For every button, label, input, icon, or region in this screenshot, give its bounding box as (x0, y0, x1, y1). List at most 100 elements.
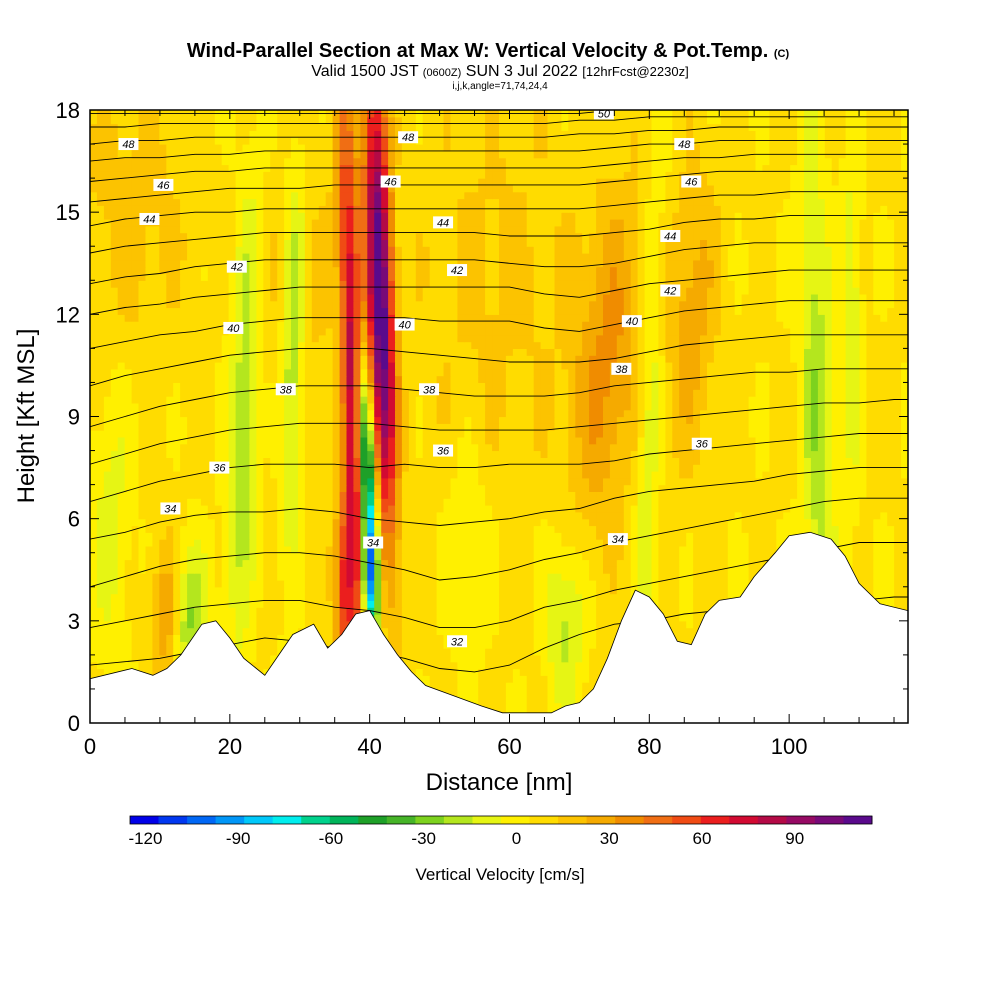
field-cell (748, 436, 757, 445)
field-cell (603, 471, 611, 479)
field-cell (374, 471, 382, 479)
field-cell (90, 484, 98, 492)
field-cell (263, 457, 271, 465)
field-cell (852, 498, 860, 506)
field-cell (138, 559, 146, 567)
field-cell (117, 511, 126, 520)
field-cell (457, 580, 465, 588)
field-cell (388, 593, 396, 601)
field-cell (131, 654, 140, 663)
field-cell (180, 614, 188, 622)
field-cell (505, 641, 514, 649)
field-cell (325, 430, 334, 438)
field-cell (96, 634, 105, 642)
field-cell (554, 559, 562, 567)
field-cell (221, 491, 230, 499)
field-cell (270, 654, 278, 663)
field-cell (145, 600, 153, 608)
field-cell (887, 471, 895, 479)
field-cell (637, 566, 646, 574)
field-cell (623, 545, 632, 554)
field-cell (443, 566, 451, 574)
field-cell (831, 471, 840, 479)
field-cell (228, 607, 237, 615)
field-cell (533, 498, 542, 506)
field-cell (117, 477, 126, 486)
field-cell (311, 450, 320, 458)
field-cell (727, 477, 736, 486)
field-cell (90, 491, 98, 499)
field-cell (623, 593, 632, 601)
field-cell (436, 627, 445, 635)
field-cell (561, 539, 569, 547)
field-cell (187, 620, 195, 629)
field-cell (547, 498, 555, 506)
field-cell (277, 464, 285, 472)
field-cell (672, 525, 680, 533)
field-cell (741, 532, 750, 540)
field-cell (284, 498, 292, 506)
field-cell (707, 586, 715, 595)
field-cell (616, 471, 625, 479)
field-cell (221, 477, 230, 486)
field-cell (485, 436, 493, 445)
field-cell (270, 586, 278, 595)
field-cell (762, 545, 770, 554)
field-cell (311, 471, 320, 479)
field-cell (242, 464, 250, 472)
field-cell (797, 518, 805, 527)
field-cell (547, 682, 555, 690)
field-cell (96, 525, 105, 533)
field-cell (173, 430, 181, 438)
field-cell (575, 457, 583, 465)
field-cell (457, 532, 465, 540)
field-cell (110, 511, 119, 520)
field-cell (166, 532, 174, 540)
field-cell (880, 457, 888, 465)
field-cell (124, 580, 133, 588)
field-cell (221, 532, 230, 540)
field-cell (207, 552, 216, 561)
field-cell (235, 600, 244, 608)
field-cell (707, 477, 715, 486)
field-cell (623, 580, 632, 588)
field-cell (353, 525, 361, 533)
field-cell (505, 648, 514, 656)
field-cell (207, 593, 216, 601)
field-cell (207, 491, 216, 499)
field-cell (623, 511, 632, 520)
field-cell (138, 600, 146, 608)
field-cell (145, 471, 153, 479)
field-cell (700, 545, 708, 554)
field-cell (720, 484, 729, 492)
field-cell (90, 518, 98, 527)
field-cell (499, 593, 507, 601)
field-cell (450, 484, 458, 492)
field-cell (589, 498, 597, 506)
field-cell (630, 539, 639, 547)
field-cell (519, 586, 528, 595)
field-cell (540, 491, 549, 499)
field-cell (277, 450, 285, 458)
field-cell (200, 566, 209, 574)
field-cell (887, 586, 895, 595)
field-cell (117, 648, 126, 656)
field-cell (207, 443, 216, 452)
field-cell (166, 457, 174, 465)
field-cell (228, 477, 237, 486)
field-cell (194, 471, 202, 479)
field-cell (96, 654, 105, 663)
field-cell (526, 545, 535, 554)
field-cell (395, 477, 403, 486)
field-cell (720, 436, 729, 445)
field-cell (464, 586, 472, 595)
field-cell (332, 484, 341, 492)
field-cell (180, 430, 188, 438)
field-cell (512, 464, 521, 472)
field-cell (672, 464, 680, 472)
field-cell (575, 450, 583, 458)
field-cell (360, 525, 368, 533)
field-cell (596, 593, 604, 601)
field-cell (589, 627, 597, 635)
field-cell (194, 457, 202, 465)
